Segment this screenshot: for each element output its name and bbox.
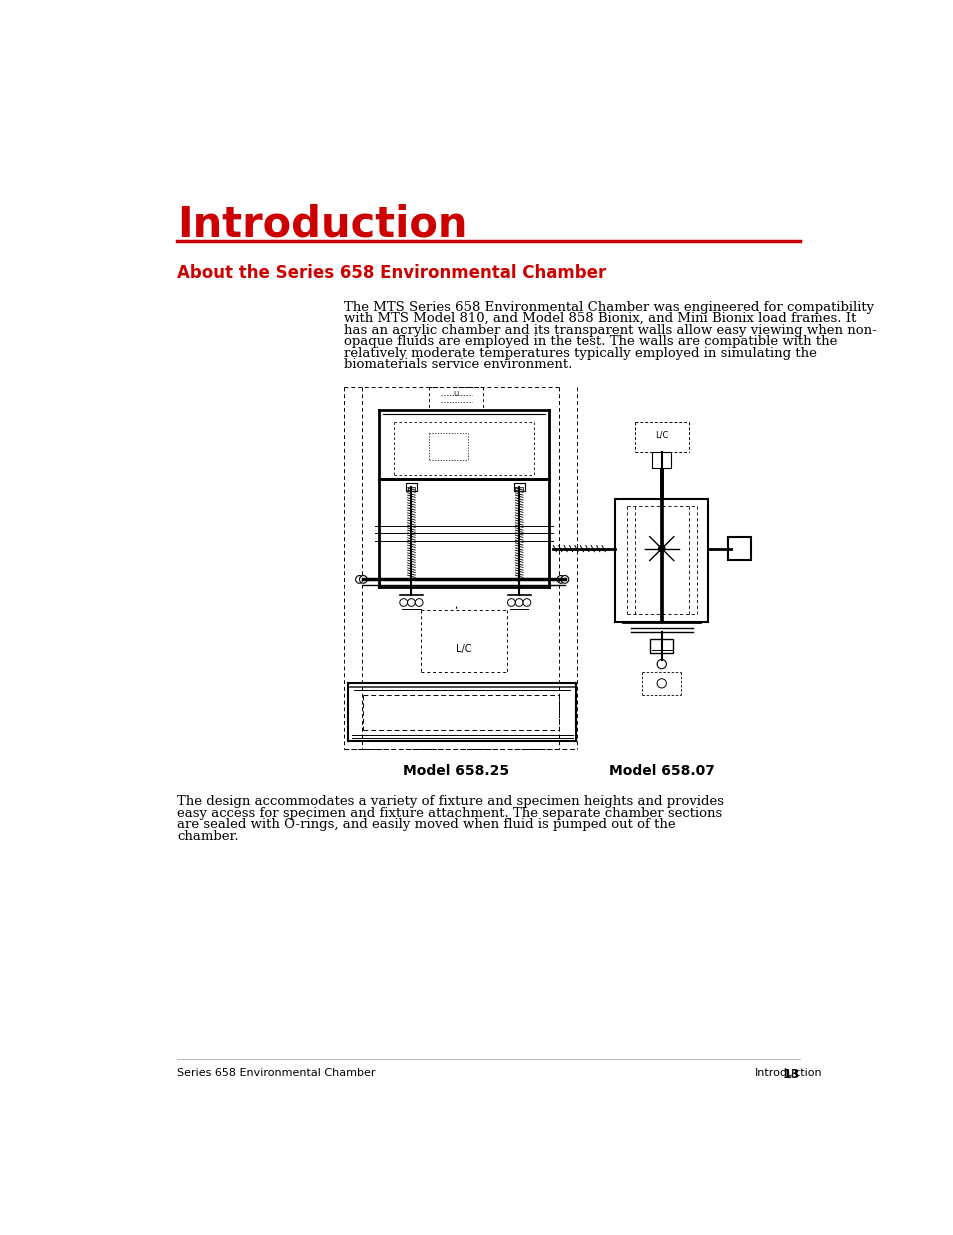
Text: U: U	[454, 390, 458, 396]
Circle shape	[515, 599, 522, 606]
Text: has an acrylic chamber and its transparent walls allow easy viewing when non-: has an acrylic chamber and its transpare…	[344, 324, 876, 337]
Circle shape	[359, 576, 367, 583]
Text: opaque fluids are employed in the test. The walls are compatible with the: opaque fluids are employed in the test. …	[344, 336, 837, 348]
Text: relatively moderate temperatures typically employed in simulating the: relatively moderate temperatures typical…	[344, 347, 816, 359]
Text: Introduction: Introduction	[754, 1068, 821, 1078]
Circle shape	[407, 599, 415, 606]
Text: Introduction: Introduction	[177, 204, 467, 246]
Circle shape	[560, 576, 568, 583]
Circle shape	[522, 599, 530, 606]
Text: Model 658.25: Model 658.25	[403, 764, 509, 778]
Text: About the Series 658 Environmental Chamber: About the Series 658 Environmental Chamb…	[177, 264, 606, 282]
Circle shape	[557, 576, 564, 583]
Bar	[407, 487, 415, 490]
Bar	[727, 537, 750, 561]
Bar	[652, 452, 670, 468]
Bar	[406, 483, 416, 490]
Bar	[615, 499, 707, 621]
Text: Model 658.07: Model 658.07	[608, 764, 714, 778]
Text: chamber.: chamber.	[177, 830, 239, 842]
Text: L/C: L/C	[655, 431, 668, 440]
Circle shape	[658, 546, 664, 552]
Circle shape	[657, 659, 666, 668]
Circle shape	[355, 576, 363, 583]
Text: biomaterials service environment.: biomaterials service environment.	[344, 358, 572, 372]
Circle shape	[415, 599, 422, 606]
Bar	[513, 483, 524, 490]
Text: L/C: L/C	[456, 643, 472, 653]
Circle shape	[507, 599, 515, 606]
Bar	[515, 487, 522, 490]
Text: The MTS Series 658 Environmental Chamber was engineered for compatibility: The MTS Series 658 Environmental Chamber…	[344, 300, 873, 314]
Text: easy access for specimen and fixture attachment. The separate chamber sections: easy access for specimen and fixture att…	[177, 806, 721, 820]
Text: with MTS Model 810, and Model 858 Bionix, and Mini Bionix load frames. It: with MTS Model 810, and Model 858 Bionix…	[344, 312, 856, 325]
Text: Series 658 Environmental Chamber: Series 658 Environmental Chamber	[177, 1068, 375, 1078]
Bar	[649, 638, 673, 652]
Circle shape	[399, 599, 407, 606]
Text: 13: 13	[781, 1068, 799, 1082]
Text: The design accommodates a variety of fixture and specimen heights and provides: The design accommodates a variety of fix…	[177, 795, 723, 808]
Text: are sealed with O-rings, and easily moved when fluid is pumped out of the: are sealed with O-rings, and easily move…	[177, 818, 676, 831]
